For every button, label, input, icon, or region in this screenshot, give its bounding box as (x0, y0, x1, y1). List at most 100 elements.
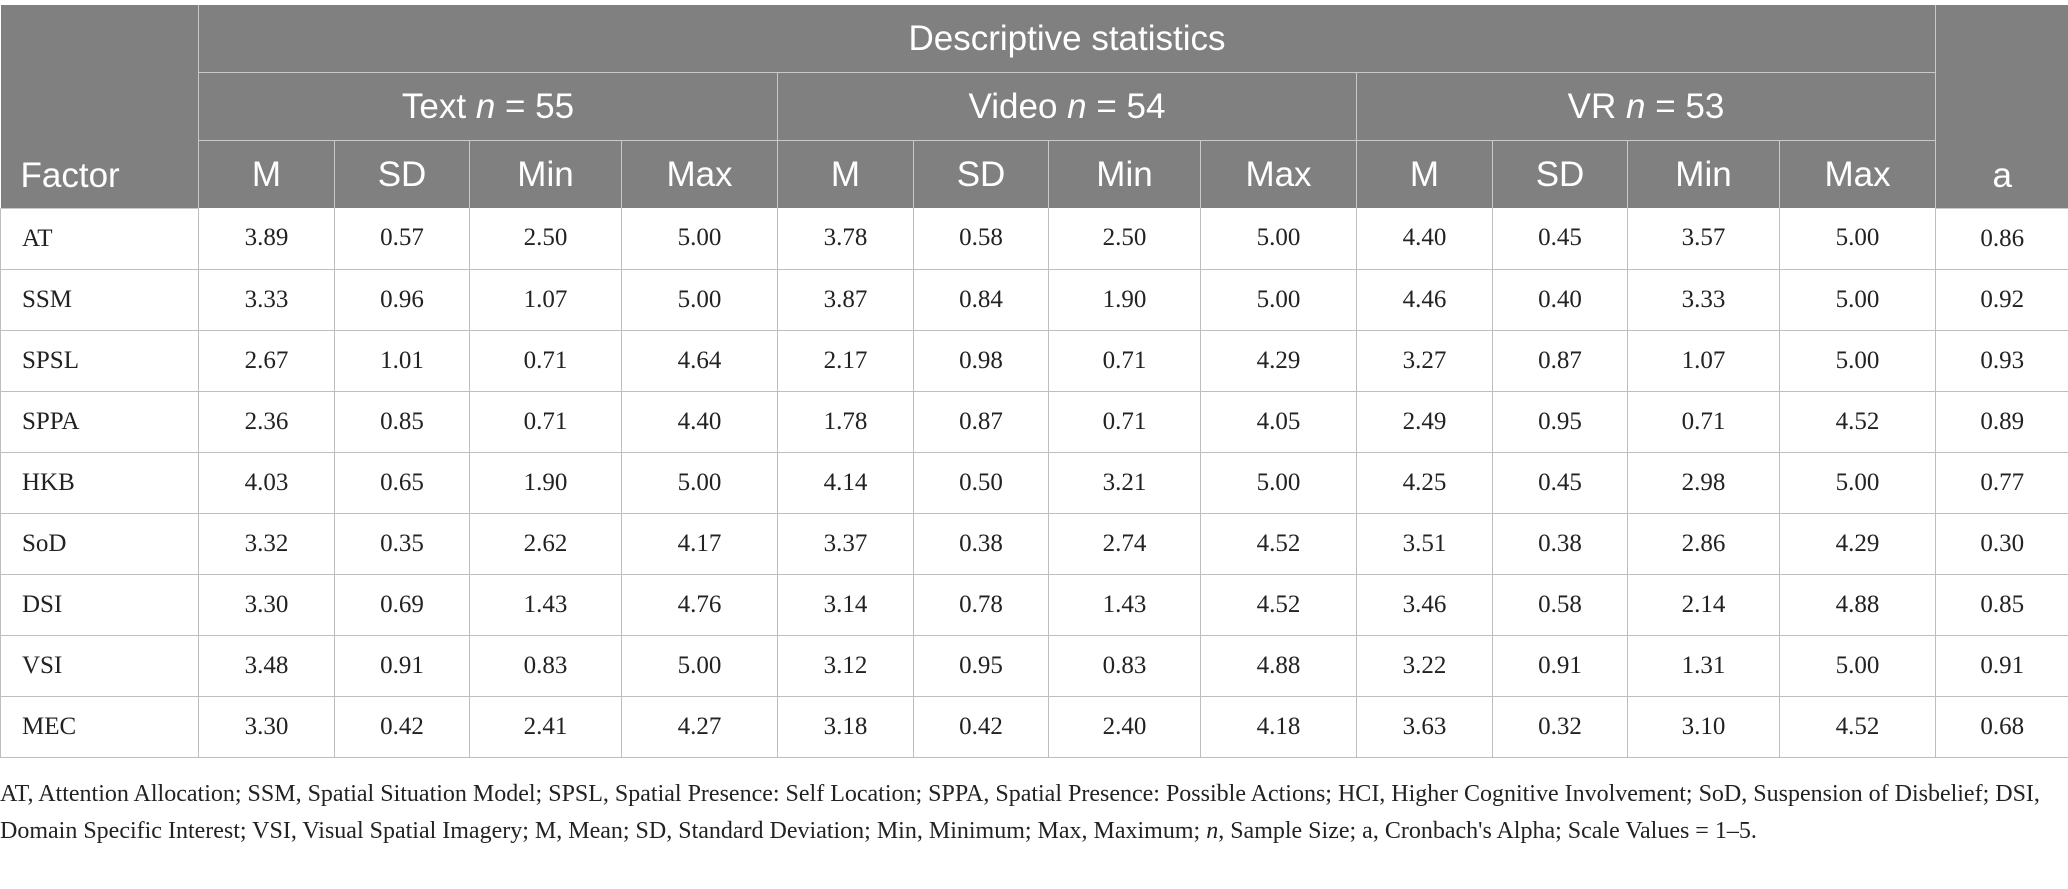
value-cell: 2.49 (1356, 391, 1493, 453)
table-title: Descriptive statistics (198, 5, 1937, 73)
value-cell: 0.35 (334, 513, 470, 575)
value-cell: 1.01 (334, 330, 470, 392)
value-cell: 2.50 (469, 208, 622, 270)
value-cell: 4.88 (1779, 574, 1937, 636)
value-cell: 0.71 (1048, 330, 1201, 392)
factor-cell: SPSL (0, 330, 199, 392)
value-cell: 4.14 (777, 452, 914, 514)
value-cell: 0.87 (913, 391, 1049, 453)
value-cell: 0.87 (1492, 330, 1628, 392)
value-cell: 0.93 (1935, 330, 2068, 392)
value-cell: 4.88 (1200, 635, 1357, 697)
value-cell: 4.25 (1356, 452, 1493, 514)
table-row: SoD 3.32 0.35 2.62 4.17 3.37 0.38 2.74 4.52 3.51 0… (0, 513, 2068, 575)
value-cell: 0.38 (1492, 513, 1628, 575)
value-cell: 3.12 (777, 635, 914, 697)
value-cell: 0.71 (469, 330, 622, 392)
value-cell: 5.00 (1200, 208, 1357, 270)
table-row: SPPA 2.36 0.85 0.71 4.40 1.78 0.87 0.71 4.05 2.49… (0, 391, 2068, 453)
value-cell: 0.84 (913, 269, 1049, 331)
value-cell: 2.36 (198, 391, 335, 453)
value-cell: 3.30 (198, 696, 335, 758)
value-cell: 0.91 (1492, 635, 1628, 697)
value-cell: 4.46 (1356, 269, 1493, 331)
value-cell: 4.64 (621, 330, 778, 392)
factor-cell: MEC (0, 696, 199, 758)
subheader-sd: SD (1492, 140, 1628, 208)
value-cell: 3.46 (1356, 574, 1493, 636)
value-cell: 2.62 (469, 513, 622, 575)
table-header: Factor Descriptive statistics a Text n =… (0, 5, 2068, 209)
value-cell: 1.07 (469, 269, 622, 331)
table-row: DSI 3.30 0.69 1.43 4.76 3.14 0.78 1.43 4.52 3.46 0… (0, 574, 2068, 636)
value-cell: 4.27 (621, 696, 778, 758)
value-cell: 0.40 (1492, 269, 1628, 331)
value-cell: 0.96 (334, 269, 470, 331)
value-cell: 2.17 (777, 330, 914, 392)
value-cell: 5.00 (1779, 635, 1937, 697)
value-cell: 3.10 (1627, 696, 1780, 758)
value-cell: 3.48 (198, 635, 335, 697)
value-cell: 0.77 (1935, 452, 2068, 514)
header-row-groups: Text n = 55 Video n = 54 VR n = 53 (1, 72, 2068, 141)
factor-cell: DSI (0, 574, 199, 636)
subheader-m: M (198, 140, 335, 208)
value-cell: 0.83 (469, 635, 622, 697)
value-cell: 0.57 (334, 208, 470, 270)
value-cell: 5.00 (621, 208, 778, 270)
descriptive-statistics-table-container: Factor Descriptive statistics a Text n =… (0, 5, 2068, 758)
value-cell: 3.22 (1356, 635, 1493, 697)
value-cell: 2.67 (198, 330, 335, 392)
table-row: SSM 3.33 0.96 1.07 5.00 3.87 0.84 1.90 5.00 4.46 0… (0, 269, 2068, 331)
subheader-min: Min (469, 140, 622, 208)
value-cell: 4.52 (1779, 391, 1937, 453)
factor-cell: SPPA (0, 391, 199, 453)
value-cell: 5.00 (621, 635, 778, 697)
value-cell: 3.32 (198, 513, 335, 575)
value-cell: 5.00 (621, 452, 778, 514)
value-cell: 0.78 (913, 574, 1049, 636)
value-cell: 5.00 (1779, 330, 1937, 392)
value-cell: 0.71 (1627, 391, 1780, 453)
header-row-title: Factor Descriptive statistics a (0, 5, 2068, 209)
factor-column-header: Factor (0, 5, 199, 209)
value-cell: 0.68 (1935, 696, 2068, 758)
value-cell: 5.00 (1200, 452, 1357, 514)
value-cell: 4.52 (1779, 696, 1937, 758)
group-label: Text (401, 86, 467, 126)
value-cell: 3.57 (1627, 208, 1780, 270)
value-cell: 3.27 (1356, 330, 1493, 392)
value-cell: 1.43 (1048, 574, 1201, 636)
value-cell: 4.05 (1200, 391, 1357, 453)
group-label: VR (1567, 86, 1617, 126)
subheader-max: Max (621, 140, 778, 208)
factor-cell: SSM (0, 269, 199, 331)
value-cell: 5.00 (1779, 269, 1937, 331)
subheader-m: M (1356, 140, 1493, 208)
value-cell: 4.29 (1200, 330, 1357, 392)
value-cell: 0.98 (913, 330, 1049, 392)
header-row-subheaders: M SD Min Max M SD Min Max M SD Min Max (1, 140, 2068, 208)
subheader-m: M (777, 140, 914, 208)
value-cell: 0.45 (1492, 208, 1628, 270)
value-cell: 0.45 (1492, 452, 1628, 514)
value-cell: 0.50 (913, 452, 1049, 514)
value-cell: 0.32 (1492, 696, 1628, 758)
value-cell: 0.71 (1048, 391, 1201, 453)
value-cell: 3.87 (777, 269, 914, 331)
value-cell: 0.85 (334, 391, 470, 453)
value-cell: 0.38 (913, 513, 1049, 575)
group-n-symbol: n (1626, 86, 1646, 126)
value-cell: 3.14 (777, 574, 914, 636)
factor-cell: VSI (0, 635, 199, 697)
value-cell: 1.31 (1627, 635, 1780, 697)
table-row: MEC 3.30 0.42 2.41 4.27 3.18 0.42 2.40 4.18 3.63 0… (0, 696, 2068, 758)
value-cell: 3.37 (777, 513, 914, 575)
value-cell: 4.52 (1200, 513, 1357, 575)
table-row: VSI 3.48 0.91 0.83 5.00 3.12 0.95 0.83 4.88 3.22 0… (0, 635, 2068, 697)
group-label: Video (968, 86, 1058, 126)
value-cell: 0.85 (1935, 574, 2068, 636)
value-cell: 0.65 (334, 452, 470, 514)
group-n-symbol: n (1067, 86, 1087, 126)
factor-cell: SoD (0, 513, 199, 575)
